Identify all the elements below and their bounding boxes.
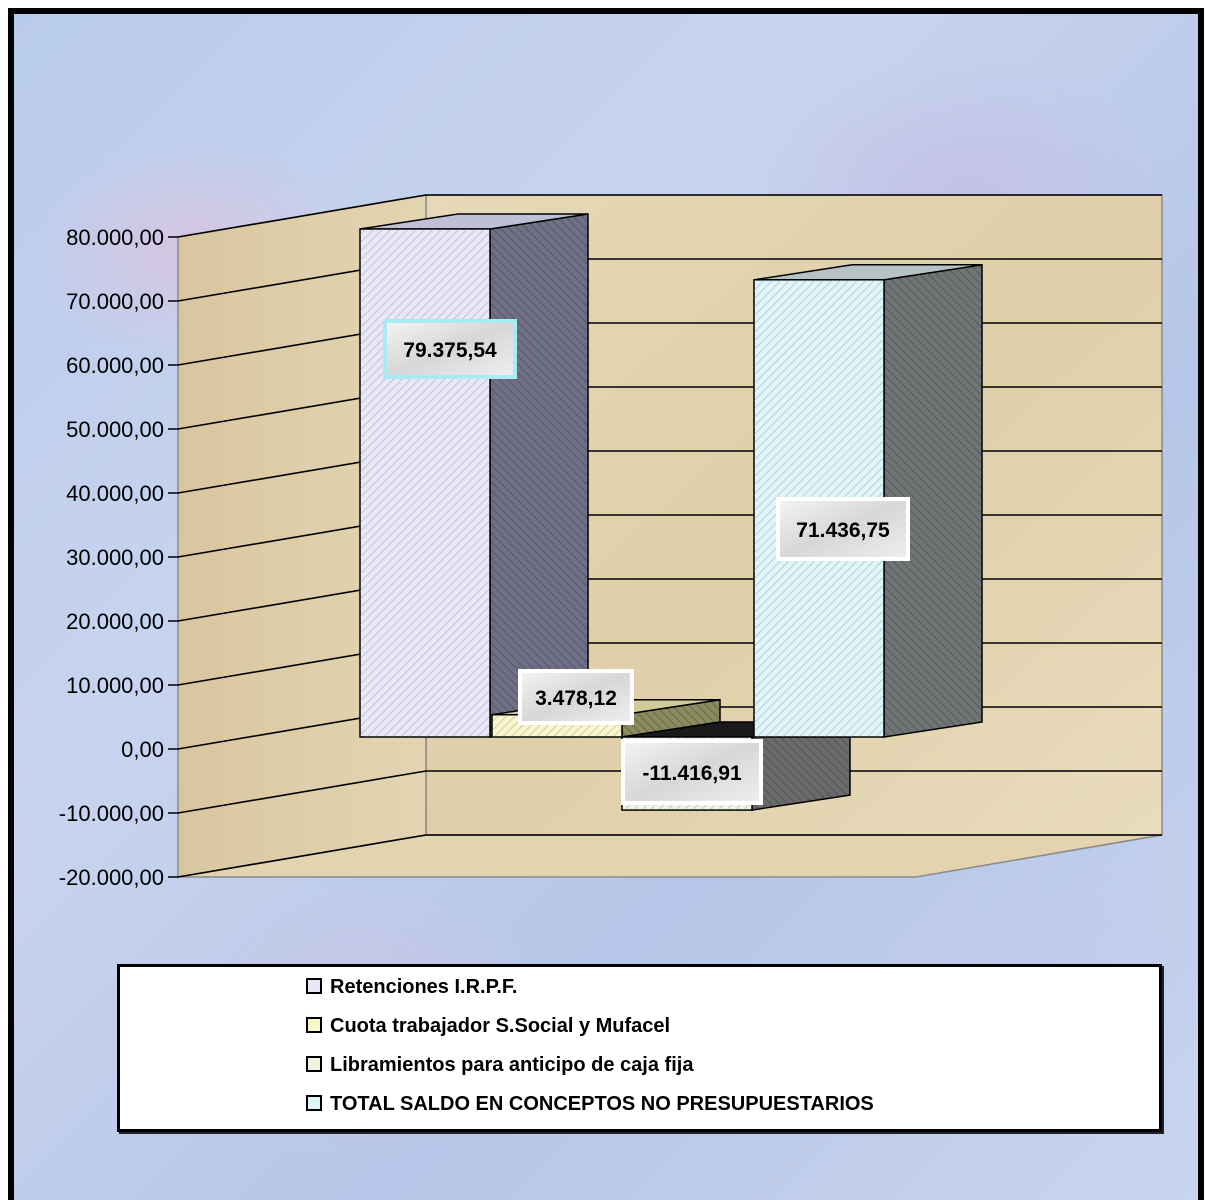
data-label-box: [383, 319, 517, 379]
data-label-1: 79.375,54: [383, 319, 517, 379]
legend-swatch: [306, 1056, 322, 1072]
y-tick-label: 10.000,00: [66, 673, 164, 698]
data-label-box: [776, 497, 910, 561]
bars: [359, 213, 983, 811]
y-tick-label: 70.000,00: [66, 289, 164, 314]
data-label-box: [518, 669, 634, 725]
gridline: [168, 834, 1162, 878]
legend-swatch: [306, 1017, 322, 1033]
legend-swatch: [306, 1095, 322, 1111]
y-tick-label: 40.000,00: [66, 481, 164, 506]
data-label-box: [621, 739, 763, 805]
y-tick-label: -20.000,00: [59, 865, 164, 890]
gridline: [168, 258, 1162, 302]
bar-side-hatch: [490, 213, 588, 737]
y-tick-label: 30.000,00: [66, 545, 164, 570]
y-tick-label: 50.000,00: [66, 417, 164, 442]
y-tick-label: 20.000,00: [66, 609, 164, 634]
bar-1: [359, 213, 589, 738]
legend-label: TOTAL SALDO EN CONCEPTOS NO PRESUPUESTAR…: [330, 1093, 874, 1115]
data-label-3: -11.416,91: [621, 739, 763, 805]
data-label-text: 79.375,54: [403, 339, 497, 362]
bar-side-hatch: [622, 699, 720, 737]
gridline: [168, 194, 1162, 238]
y-tick-label: 0,00: [121, 737, 164, 762]
legend-item: Cuota trabajador S.Social y Mufacel: [306, 1011, 670, 1041]
y-tick-label: 60.000,00: [66, 353, 164, 378]
bar-side-hatch: [884, 264, 982, 737]
y-tick-label: -10.000,00: [59, 801, 164, 826]
legend-item: Retenciones I.R.P.F.: [306, 972, 517, 1002]
legend-label: Cuota trabajador S.Social y Mufacel: [330, 1015, 671, 1037]
legend-item: Libramientos para anticipo de caja fija: [306, 1050, 693, 1080]
data-label-2: 3.478,12: [518, 669, 634, 725]
data-labels: 79.375,54 3.478,12 -11.416,91 71.436,75: [383, 319, 910, 805]
legend-label: Libramientos para anticipo de caja fija: [330, 1054, 694, 1076]
legend-item: TOTAL SALDO EN CONCEPTOS NO PRESUPUESTAR…: [306, 1089, 874, 1119]
data-label-4: 71.436,75: [776, 497, 910, 561]
y-axis-tick-labels: 80.000,00 70.000,00 60.000,00 50.000,00 40.0…: [59, 225, 164, 890]
data-label-text: 71.436,75: [796, 519, 890, 542]
bar-front-hatch: [360, 228, 490, 737]
data-label-text: 3.478,12: [535, 687, 617, 710]
data-label-text: -11.416,91: [642, 762, 742, 785]
legend-label: Retenciones I.R.P.F.: [330, 976, 518, 998]
bar-side-hatch: [752, 722, 850, 811]
legend-swatch: [306, 978, 322, 994]
legend: Retenciones I.R.P.F. Cuota trabajador S.S…: [117, 964, 1162, 1132]
y-tick-label: 80.000,00: [66, 225, 164, 250]
